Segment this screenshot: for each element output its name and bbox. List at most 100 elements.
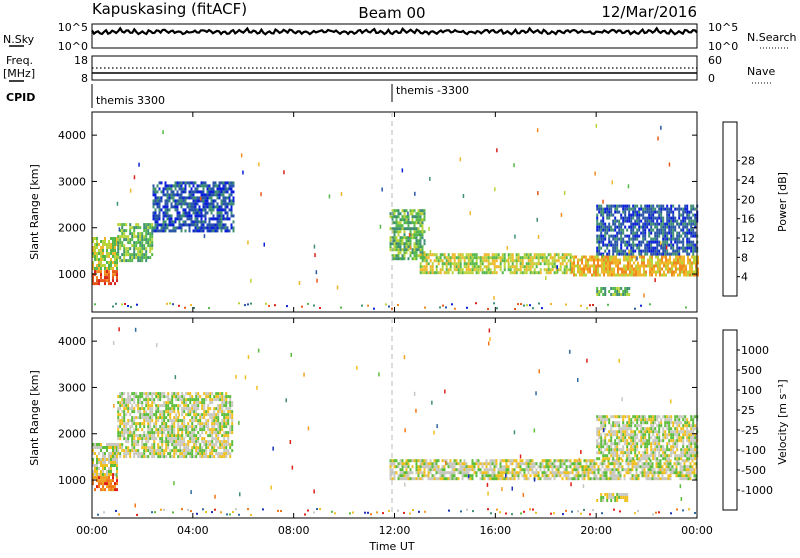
heatmap-cell <box>476 271 478 274</box>
heatmap-cell <box>634 208 636 211</box>
heatmap-cell <box>133 226 135 229</box>
heatmap-cell <box>223 184 225 187</box>
heatmap-cell <box>429 177 431 181</box>
heatmap-cell <box>628 465 630 468</box>
heatmap-cell <box>133 428 135 431</box>
heatmap-cell <box>179 202 181 205</box>
heatmap-cell <box>442 265 444 268</box>
heatmap-cell <box>632 433 634 436</box>
heatmap-cell <box>562 256 564 259</box>
heatmap-cell <box>195 428 197 431</box>
heatmap-cell <box>432 462 434 465</box>
heatmap-cell <box>133 416 135 419</box>
heatmap-cell <box>205 181 207 184</box>
heatmap-cell <box>682 238 684 241</box>
heatmap-cell <box>692 223 694 226</box>
heatmap-cell <box>668 238 670 241</box>
heatmap-cell <box>143 226 145 229</box>
heatmap-cell <box>141 452 143 455</box>
heatmap-cell <box>600 241 602 244</box>
heatmap-cell <box>638 424 640 427</box>
heatmap-cell <box>440 471 442 474</box>
heatmap-cell <box>197 422 199 425</box>
heatmap-cell <box>656 223 658 226</box>
heatmap-cell <box>153 440 155 443</box>
heatmap-cell <box>490 465 492 468</box>
heatmap-cell <box>233 214 235 217</box>
heatmap-cell <box>480 262 482 265</box>
heatmap-cell <box>648 229 650 232</box>
heatmap-cell <box>100 267 102 270</box>
heatmap-cell <box>201 440 203 443</box>
heatmap-cell <box>528 477 530 480</box>
heatmap-cell <box>672 223 674 226</box>
heatmap-cell <box>223 398 225 401</box>
heatmap-cell <box>550 465 552 468</box>
heatmap-cell <box>167 187 169 190</box>
heatmap-cell <box>670 205 672 208</box>
heatmap-cell <box>628 226 630 229</box>
heatmap-cell <box>137 235 139 238</box>
heatmap-cell <box>622 290 624 293</box>
heatmap-cell <box>227 452 229 455</box>
heatmap-cell <box>637 274 639 277</box>
heatmap-cell <box>402 236 404 239</box>
heatmap-cell <box>675 259 677 262</box>
heatmap-cell <box>205 446 207 449</box>
heatmap-cell <box>650 238 652 241</box>
heatmap-cell <box>677 262 679 265</box>
heatmap-cell <box>486 465 488 468</box>
heatmap-cell <box>227 440 229 443</box>
heatmap-cell <box>644 445 646 448</box>
heatmap-cell <box>468 257 470 261</box>
heatmap-cell <box>133 235 135 238</box>
heatmap-cell <box>466 468 468 471</box>
heatmap-cell <box>112 240 114 243</box>
heatmap-cell <box>179 434 181 437</box>
heatmap-cell <box>672 205 674 208</box>
heatmap-cell <box>175 226 177 229</box>
heatmap-cell <box>601 265 603 268</box>
heatmap-cell <box>219 392 221 395</box>
heatmap-cell <box>135 449 137 452</box>
heatmap-cell <box>636 474 638 477</box>
heatmap-cell <box>626 421 628 424</box>
heatmap-cell <box>680 229 682 232</box>
heatmap-cell <box>686 229 688 232</box>
heatmap-cell <box>536 262 538 265</box>
heatmap-cell <box>593 268 595 271</box>
heatmap-cell <box>474 253 476 256</box>
heatmap-cell <box>219 181 221 184</box>
heatmap-cell <box>137 434 139 437</box>
heatmap-cell <box>670 247 672 250</box>
heatmap-cell <box>661 256 663 259</box>
heatmap-cell <box>675 271 677 274</box>
heatmap-cell <box>434 259 436 262</box>
heatmap-cell <box>96 267 98 270</box>
heatmap-cell <box>466 268 468 271</box>
heatmap-cell <box>139 241 141 244</box>
heatmap-cell <box>544 465 546 468</box>
heatmap-cell <box>428 462 430 465</box>
heatmap-cell <box>628 214 630 217</box>
heatmap-cell <box>600 474 602 477</box>
heatmap-cell <box>630 220 632 223</box>
heatmap-cell <box>636 223 638 226</box>
heatmap-cell <box>171 443 173 446</box>
heatmap-cell <box>648 415 650 418</box>
heatmap-cell <box>129 398 131 401</box>
heatmap-cell <box>229 428 231 431</box>
heatmap-cell <box>624 427 626 430</box>
heatmap-cell <box>596 253 598 256</box>
heatmap-cell <box>642 442 644 445</box>
heatmap-cell <box>630 214 632 217</box>
heatmap-cell <box>688 217 690 220</box>
heatmap-cell <box>656 439 658 442</box>
heatmap-cell <box>428 477 430 480</box>
heatmap-cell <box>225 223 227 226</box>
heatmap-cell <box>119 256 121 259</box>
heatmap-cell <box>550 256 552 259</box>
heatmap-cell <box>145 238 147 241</box>
heatmap-cell <box>127 253 129 256</box>
heatmap-cell <box>564 459 566 462</box>
